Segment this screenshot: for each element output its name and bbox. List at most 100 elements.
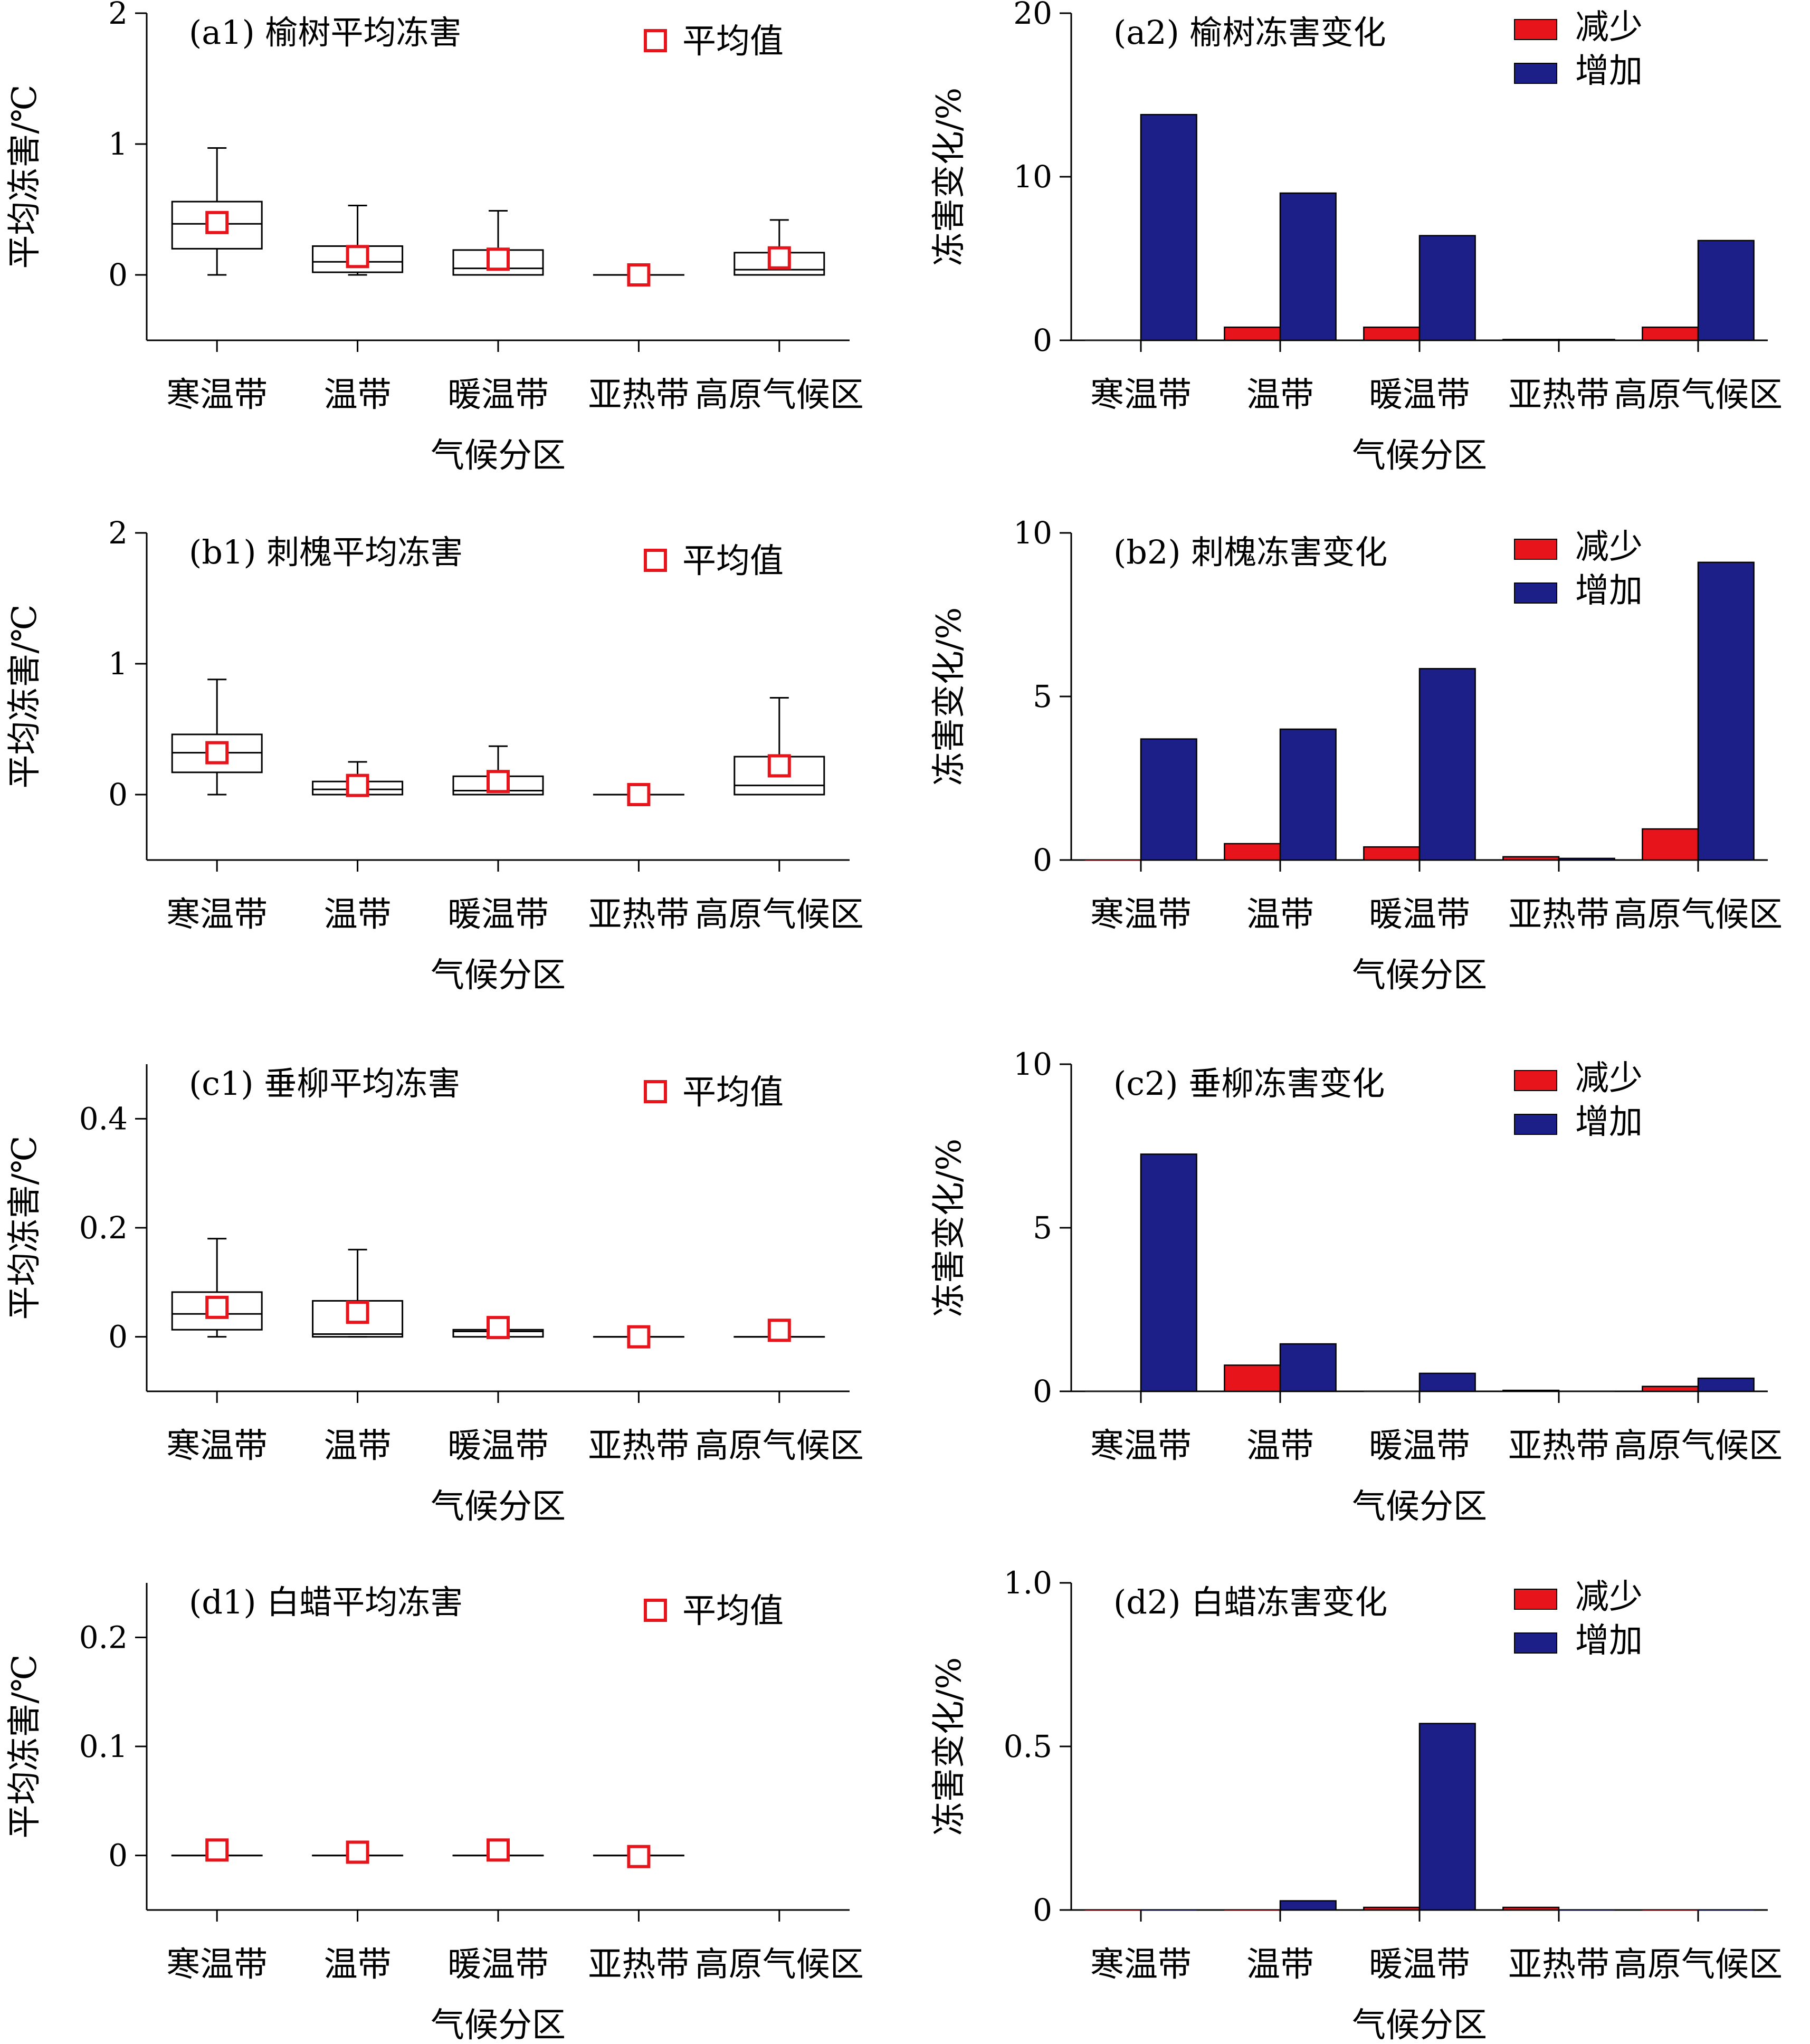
bar-增加-3 xyxy=(1559,1910,1615,1911)
bar-增加-0 xyxy=(1140,1153,1197,1392)
x-tick-label: 亚热带 xyxy=(588,895,689,934)
bar-减少-2 xyxy=(1363,326,1421,341)
x-tick-label: 暖温带 xyxy=(447,895,549,934)
y-tick-label: 0.4 xyxy=(79,1101,128,1136)
legend-label-0: 减少 xyxy=(1575,1059,1643,1098)
x-axis-title: 气候分区 xyxy=(1352,2006,1487,2044)
legend-label-0: 减少 xyxy=(1575,528,1643,567)
bar-增加-0 xyxy=(1140,738,1197,861)
bar-减少-0 xyxy=(1085,340,1141,341)
bar-增加-2 xyxy=(1418,1372,1476,1392)
y-tick-label: 0 xyxy=(108,1838,128,1874)
x-tick-label: 亚热带 xyxy=(1508,1427,1609,1466)
mean-marker xyxy=(487,1316,510,1340)
box-2 xyxy=(452,745,544,796)
y-tick-label: 2 xyxy=(108,0,128,31)
x-tick-label: 寒温带 xyxy=(166,895,268,934)
bar-减少-1 xyxy=(1224,326,1281,341)
y-tick-label: 0.2 xyxy=(79,1619,128,1655)
x-tick-label: 高原气候区 xyxy=(1614,376,1783,415)
box-3 xyxy=(593,263,684,286)
x-axis-title: 气候分区 xyxy=(1352,1487,1487,1526)
legend-label-0: 减少 xyxy=(1575,8,1643,47)
bar-增加-1 xyxy=(1279,1343,1337,1392)
bar-增加-4 xyxy=(1697,240,1755,341)
box-iqr xyxy=(171,200,263,250)
mean-marker xyxy=(627,1325,651,1349)
box-1 xyxy=(312,1248,404,1338)
bar-增加-3 xyxy=(1558,857,1615,861)
x-tick-label: 寒温带 xyxy=(166,1427,268,1466)
box-iqr xyxy=(171,1291,263,1331)
x-tick-label: 温带 xyxy=(324,1945,392,1984)
x-tick-label: 温带 xyxy=(1246,1945,1314,1984)
mean-marker xyxy=(205,211,229,234)
bar-减少-1 xyxy=(1224,1364,1281,1392)
x-tick-label: 暖温带 xyxy=(1369,1427,1470,1466)
y-tick-label: 10 xyxy=(1013,1046,1052,1082)
x-tick-label: 高原气候区 xyxy=(695,376,864,415)
x-axis-title: 气候分区 xyxy=(431,436,566,475)
bar-增加-0 xyxy=(1140,113,1197,341)
x-tick-label: 温带 xyxy=(1246,376,1314,415)
x-axis-title: 气候分区 xyxy=(1352,956,1487,995)
box-0 xyxy=(171,1838,263,1862)
bar-增加-0 xyxy=(1141,1910,1197,1911)
panel-title: (d2) 白蜡冻害变化 xyxy=(1113,1583,1387,1621)
y-tick-label: 0 xyxy=(108,257,128,293)
x-tick-label: 亚热带 xyxy=(588,1427,689,1466)
x-tick-label: 高原气候区 xyxy=(695,1427,864,1466)
y-tick-label: 20 xyxy=(1013,0,1052,31)
legend-swatch-1 xyxy=(1514,582,1557,604)
bar-增加-2 xyxy=(1418,235,1476,341)
mean-marker xyxy=(346,1301,369,1324)
x-tick-label: 暖温带 xyxy=(447,376,549,415)
y-tick-label: 1.0 xyxy=(1004,1565,1052,1601)
x-tick-label: 温带 xyxy=(324,895,392,934)
bar-减少-2 xyxy=(1363,846,1421,861)
box-2 xyxy=(452,1838,544,1862)
box-2 xyxy=(452,209,544,276)
box-0 xyxy=(171,147,263,276)
legend-label-1: 增加 xyxy=(1575,1103,1643,1142)
x-tick-label: 暖温带 xyxy=(1369,376,1470,415)
x-tick-label: 亚热带 xyxy=(588,1945,689,1984)
box-1 xyxy=(312,205,404,276)
legend-swatch-1 xyxy=(1514,1632,1557,1654)
mean-marker xyxy=(627,1845,651,1868)
mean-marker xyxy=(346,1840,369,1864)
x-tick-label: 暖温带 xyxy=(1369,895,1470,934)
bar-减少-4 xyxy=(1642,326,1699,341)
legend-swatch-1 xyxy=(1514,1114,1557,1135)
y-tick-label: 2 xyxy=(108,515,128,551)
box-2 xyxy=(452,1316,544,1340)
mean-marker xyxy=(767,1319,791,1342)
box-0 xyxy=(171,679,263,796)
bar-增加-1 xyxy=(1279,1900,1337,1911)
box-1 xyxy=(312,761,404,797)
x-axis-title: 气候分区 xyxy=(1352,436,1487,475)
x-tick-label: 温带 xyxy=(324,376,392,415)
bar-减少-3 xyxy=(1502,1906,1560,1911)
legend-mean-swatch xyxy=(644,549,667,572)
panel-title: (b2) 刺槐冻害变化 xyxy=(1113,533,1387,571)
mean-marker xyxy=(767,754,791,778)
legend-label-1: 增加 xyxy=(1575,571,1643,610)
mean-marker xyxy=(487,770,510,794)
x-tick-label: 暖温带 xyxy=(1369,1945,1470,1984)
bar-减少-1 xyxy=(1224,1910,1280,1911)
bar-减少-1 xyxy=(1224,843,1281,861)
bar-减少-3 xyxy=(1502,339,1560,341)
legend-swatch-0 xyxy=(1514,539,1557,560)
y-tick-label: 0.1 xyxy=(79,1728,128,1764)
y-axis-title: 冻害变化/% xyxy=(930,1139,969,1317)
legend-swatch-0 xyxy=(1514,19,1557,40)
bar-增加-1 xyxy=(1279,728,1337,861)
x-tick-label: 亚热带 xyxy=(1508,895,1609,934)
